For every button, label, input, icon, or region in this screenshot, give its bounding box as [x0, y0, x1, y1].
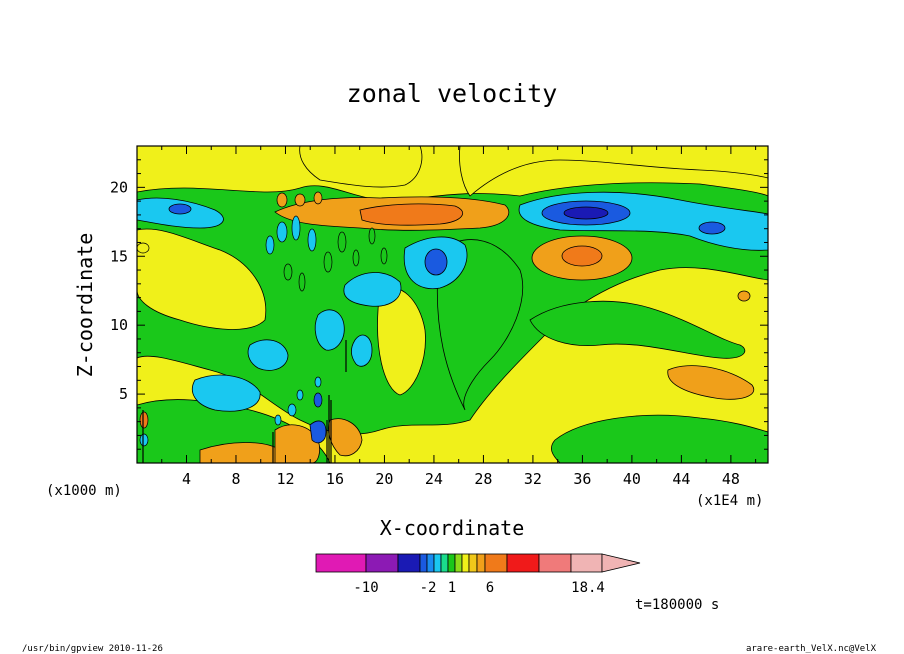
- positive-core: [561, 245, 603, 267]
- positive-region: [459, 146, 768, 197]
- x-tick-label: 20: [375, 470, 393, 488]
- colorbar-swatch: [397, 553, 421, 573]
- y-tick-label: 5: [119, 385, 128, 403]
- colorbar-tick-label: 18.4: [571, 580, 605, 596]
- colorbar-swatch: [506, 553, 540, 573]
- y-axis: 5 10 15 20: [110, 159, 768, 450]
- colorbar-swatch: [461, 553, 470, 573]
- x-tick-label: 16: [326, 470, 344, 488]
- footer-left: /usr/bin/gpview 2010-11-26: [22, 644, 163, 654]
- y-tick-label: 10: [110, 316, 128, 334]
- colorbar-swatch: [426, 553, 435, 573]
- y-units-label: (x1000 m): [46, 483, 122, 499]
- colorbar-swatch: [315, 553, 367, 573]
- colorbar-swatch: [570, 553, 603, 573]
- negative-core: [168, 203, 192, 215]
- colorbar-tick-label: -10: [353, 580, 378, 596]
- colorbar-extend-arrow: [601, 553, 641, 573]
- negative-core: [424, 248, 448, 276]
- plot-area: [137, 146, 768, 463]
- colorbar-swatch: [365, 553, 399, 573]
- plot-frame: [136, 145, 769, 464]
- terrain: [142, 340, 347, 463]
- footer-right: arare-earth_VelX.nc@VelX: [746, 644, 877, 654]
- positive-region: [299, 146, 423, 188]
- positive-region: [137, 228, 267, 330]
- negative-region: [350, 334, 373, 367]
- x-tick-label: 48: [722, 470, 740, 488]
- x-tick-label: 44: [672, 470, 690, 488]
- colorbar-tick-label: -2: [420, 580, 437, 596]
- x-axis: 4 8 12 16 20 24 28 32 36 40 44 48: [161, 146, 757, 488]
- colorbar-swatch: [447, 553, 456, 573]
- colorbar-ticks: -10 -2 1 6 18.4: [353, 580, 605, 596]
- x-tick-label: 28: [474, 470, 492, 488]
- x-axis-title: X-coordinate: [380, 516, 525, 540]
- colorbar-swatch: [538, 553, 572, 573]
- negative-region: [436, 239, 524, 411]
- colorbar-swatch: [476, 553, 486, 573]
- y-tick-label: 15: [110, 247, 128, 265]
- colorbar-swatch: [419, 553, 428, 573]
- x-units-label: (x1E4 m): [696, 493, 763, 509]
- colorbar-tick-label: 6: [486, 580, 494, 596]
- colorbar: [315, 553, 641, 573]
- positive-core: [667, 365, 755, 400]
- negative-region: [309, 420, 327, 444]
- wave-patches: [137, 191, 388, 447]
- colorbar-swatch: [454, 553, 463, 573]
- x-tick-label: 24: [425, 470, 443, 488]
- y-tick-label: 20: [110, 178, 128, 196]
- negative-region: [343, 272, 402, 307]
- negative-region: [550, 414, 768, 463]
- x-tick-label: 8: [231, 470, 240, 488]
- colorbar-swatch: [433, 553, 442, 573]
- negative-region: [314, 309, 345, 351]
- positive-region: [328, 418, 363, 457]
- negative-region: [247, 339, 289, 371]
- negative-region: [191, 374, 261, 412]
- positive-jet: [359, 203, 464, 226]
- time-label: t=180000 s: [635, 597, 719, 613]
- negative-region: [529, 300, 746, 359]
- x-tick-label: 36: [573, 470, 591, 488]
- x-tick-label: 40: [623, 470, 641, 488]
- colorbar-tick-label: 1: [448, 580, 456, 596]
- positive-region: [377, 287, 426, 396]
- colorbar-swatch: [484, 553, 508, 573]
- colorbar-swatch: [468, 553, 478, 573]
- x-tick-label: 32: [524, 470, 542, 488]
- negative-core: [698, 221, 726, 235]
- chart-title: zonal velocity: [347, 79, 558, 108]
- negative-core: [563, 206, 609, 220]
- y-axis-title: Z-coordinate: [73, 233, 97, 378]
- x-tick-label: 12: [276, 470, 294, 488]
- colorbar-swatch: [440, 553, 449, 573]
- x-tick-label: 4: [182, 470, 191, 488]
- positive-core: [737, 290, 751, 302]
